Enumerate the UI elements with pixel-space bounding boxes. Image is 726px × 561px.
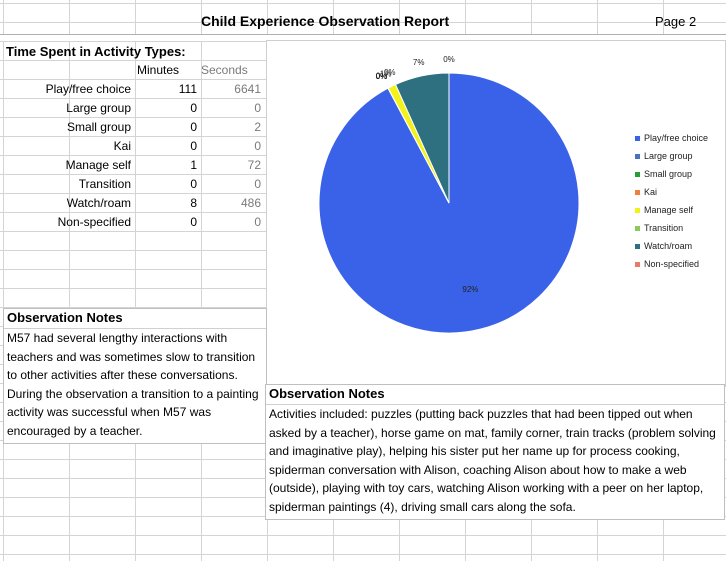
legend-swatch	[635, 136, 640, 141]
minutes-header: Minutes	[137, 63, 180, 77]
row-minutes: 0	[190, 120, 197, 134]
notes-left-text: M57 had several lengthy interactions wit…	[7, 331, 259, 438]
row-minutes: 1	[190, 158, 197, 172]
row-seconds: 0	[254, 177, 261, 191]
row-seconds: 0	[254, 215, 261, 229]
notes-right-title: Observation Notes	[266, 385, 724, 405]
time-table-heading: Time Spent in Activity Types:	[6, 44, 186, 59]
row-minutes: 0	[190, 215, 197, 229]
pie-data-label: 0%	[376, 72, 388, 81]
row-minutes: 0	[190, 177, 197, 191]
pie-slice	[394, 72, 450, 204]
pie-data-label: 1%	[380, 70, 392, 79]
legend-label: Watch/roam	[644, 241, 692, 251]
observation-notes-left: Observation Notes M57 had several length…	[3, 308, 267, 444]
row-minutes: 111	[178, 82, 197, 96]
legend-label: Manage self	[644, 205, 694, 215]
header-divider	[0, 34, 726, 41]
pie-data-label: 0%	[443, 55, 455, 64]
row-minutes: 8	[190, 196, 197, 210]
legend-swatch	[635, 172, 640, 177]
row-label: Non-specified	[57, 215, 131, 229]
row-label: Watch/roam	[66, 196, 131, 210]
notes-left-title: Observation Notes	[4, 309, 266, 329]
pie-data-label: 7%	[413, 58, 425, 67]
legend-swatch	[635, 208, 640, 213]
row-minutes: 0	[190, 139, 197, 153]
row-label: Small group	[66, 120, 131, 134]
pie-chart: 92% 0% 0% 0% 1% 0% 7% 0% Play/free choice Large g…	[266, 40, 726, 387]
legend-swatch	[635, 262, 640, 267]
row-seconds: 72	[247, 158, 261, 172]
row-label: Transition	[78, 177, 131, 191]
page-number: Page 2	[655, 14, 697, 29]
legend-label: Small group	[644, 169, 692, 179]
seconds-header: Seconds	[201, 63, 248, 77]
row-seconds: 0	[254, 101, 261, 115]
legend-label: Non-specified	[644, 259, 699, 269]
legend-label: Large group	[644, 151, 693, 161]
row-seconds: 6641	[234, 82, 261, 96]
row-seconds: 2	[254, 120, 261, 134]
pie-data-label: 0%	[384, 68, 396, 77]
pie-data-label: 0%	[376, 72, 388, 81]
row-label: Large group	[66, 101, 131, 115]
row-seconds: 486	[240, 196, 261, 210]
legend-label: Kai	[644, 187, 657, 197]
legend-swatch	[635, 226, 640, 231]
observation-notes-right: Observation Notes Activities included: p…	[265, 384, 725, 520]
row-label: Play/free choice	[45, 82, 131, 96]
legend-swatch	[635, 190, 640, 195]
notes-right-text: Activities included: puzzles (putting ba…	[269, 407, 716, 514]
pie-data-label: 0%	[376, 72, 388, 81]
legend-swatch	[635, 244, 640, 249]
report-title: Child Experience Observation Report	[201, 13, 450, 29]
legend-label: Transition	[644, 223, 683, 233]
row-label: Kai	[113, 139, 131, 153]
row-seconds: 0	[254, 139, 261, 153]
row-label: Manage self	[65, 158, 131, 172]
row-minutes: 0	[190, 101, 197, 115]
pie-data-label: 92%	[462, 285, 478, 294]
legend-swatch	[635, 154, 640, 159]
legend-label: Play/free choice	[644, 133, 708, 143]
